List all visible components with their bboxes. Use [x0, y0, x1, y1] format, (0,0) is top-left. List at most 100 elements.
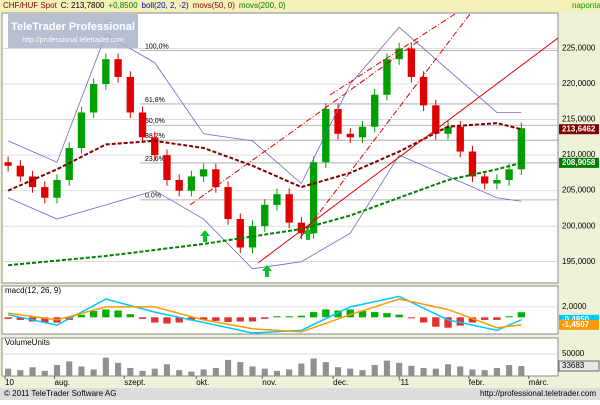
histogram-bar	[41, 317, 49, 323]
volume-bar	[383, 360, 390, 376]
histogram-bar	[16, 317, 24, 320]
trend-line	[299, 13, 471, 239]
candle-body	[395, 48, 403, 60]
histogram-bar	[248, 317, 257, 322]
trend-line	[257, 37, 559, 264]
candle-body	[77, 112, 86, 148]
volume-bar	[420, 367, 427, 376]
candle-body	[53, 179, 61, 198]
value-badge	[558, 360, 600, 372]
volume-bar	[396, 362, 403, 376]
histogram-bar	[89, 311, 98, 318]
candle-body	[187, 176, 196, 191]
volume-bar	[29, 367, 36, 376]
header-bar	[0, 0, 600, 12]
volume-bar	[273, 370, 280, 376]
value-badge	[559, 157, 599, 168]
candle-body	[505, 169, 513, 180]
price-panel	[1, 12, 559, 284]
volume-bar	[298, 363, 305, 376]
y-tick-label: 2,0000	[562, 302, 587, 311]
volume-bar	[506, 365, 513, 376]
histogram-bar	[224, 317, 232, 322]
volume-bar	[408, 365, 415, 376]
candle-body	[261, 204, 269, 227]
x-tick-label: febr.	[469, 378, 485, 387]
volume-bar	[41, 370, 48, 376]
candle-body	[236, 219, 244, 248]
y-tick-label: 195,0000	[562, 257, 596, 266]
x-tick-label: dec.	[333, 378, 348, 387]
histogram-bar	[77, 314, 86, 318]
marks: CHF/HUF Spot C: 213,7800 +0,8500 boll(20, 2…	[2, 1, 600, 387]
x-tick-label: '11	[399, 378, 409, 387]
value-badge	[559, 319, 599, 330]
x-tick-label: 10	[5, 378, 14, 387]
volume-bar	[225, 359, 232, 376]
x-tick-label: okt.	[196, 378, 209, 387]
candle-body	[456, 126, 464, 152]
volume-bar	[347, 368, 354, 376]
fib-label: 100,0%	[145, 44, 169, 51]
arrow	[303, 228, 313, 240]
candle-body	[175, 179, 183, 191]
volume-bar	[371, 365, 378, 376]
candle-body	[432, 105, 440, 134]
y-tick-label: 225,0000	[562, 44, 596, 53]
volume-bar	[176, 370, 183, 376]
candle-body	[517, 128, 526, 170]
histogram-bar	[383, 313, 391, 318]
candle-body	[199, 169, 208, 177]
period: naponta	[572, 1, 600, 10]
candle-body	[151, 137, 159, 156]
candle-body	[273, 194, 281, 205]
histogram-bar	[432, 317, 440, 327]
histogram-bar	[175, 317, 183, 323]
volume-bar	[493, 367, 500, 376]
volume-bar	[249, 366, 256, 376]
histogram-bar	[456, 317, 464, 326]
fib-label: 50,0%	[145, 118, 165, 125]
volume-bar	[432, 368, 439, 376]
candle-body	[346, 133, 354, 138]
histogram-bar	[419, 317, 428, 323]
histogram-bar	[285, 316, 293, 318]
candle-body	[4, 162, 12, 166]
volume-bar	[115, 362, 122, 376]
histogram-bar	[114, 310, 122, 318]
candle-body	[224, 187, 232, 220]
y-tick-label: 205,0000	[562, 186, 596, 195]
value-label: -0,4850	[562, 315, 590, 324]
histogram-bar	[505, 316, 513, 318]
candle-body	[468, 151, 477, 177]
histogram-bar	[138, 317, 147, 319]
candle-body	[41, 187, 49, 198]
volume-bar	[212, 367, 219, 376]
header-part: movs(50, 0)	[193, 1, 236, 10]
candle-body	[114, 59, 122, 77]
x-tick-label: márc.	[529, 378, 549, 387]
candle-body	[163, 155, 171, 180]
candle-body	[358, 126, 367, 138]
arrows	[200, 228, 313, 277]
candle-body	[334, 108, 342, 134]
histogram-bar	[261, 317, 269, 319]
histogram-bar	[236, 317, 244, 322]
arrow	[262, 265, 272, 277]
series-line	[7, 295, 522, 334]
candle-body	[212, 169, 220, 188]
volume-bar	[334, 367, 342, 376]
volume-bar	[481, 370, 488, 376]
value-label: -1,4507	[562, 320, 590, 329]
histogram-bar	[346, 309, 354, 318]
histogram-bar	[309, 312, 318, 318]
histogram-bar	[163, 317, 171, 324]
histogram-bar	[468, 317, 477, 323]
header-part: movs(200, 0)	[239, 1, 286, 10]
value-label: 213,6462	[562, 124, 596, 133]
candle-body	[309, 162, 318, 234]
candle-body	[407, 48, 416, 77]
histogram-bar	[407, 317, 416, 319]
fib-label: 61,8%	[145, 97, 165, 104]
volume-bar	[139, 370, 146, 376]
